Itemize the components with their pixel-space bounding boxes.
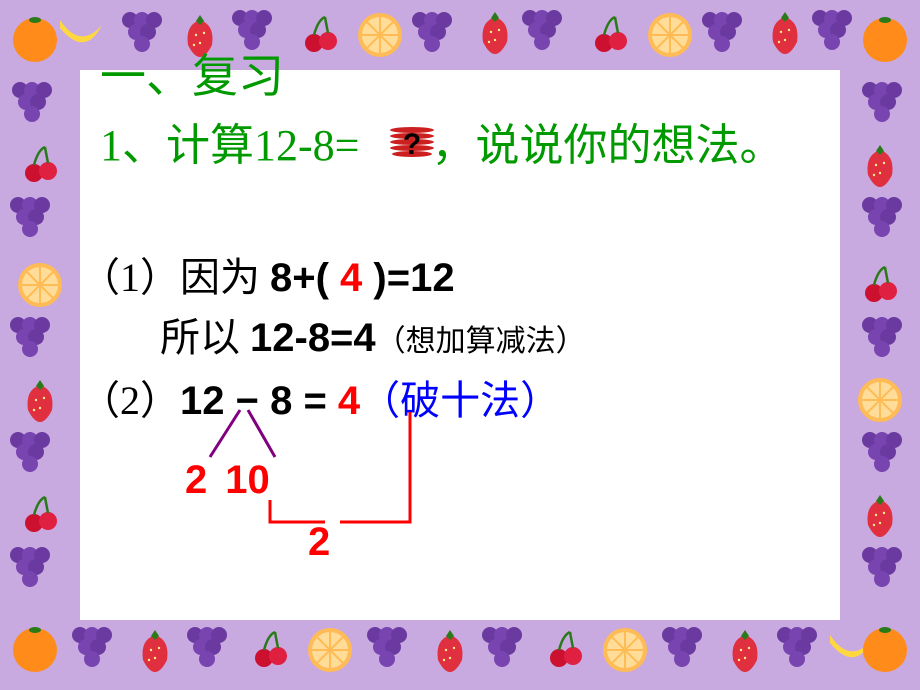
method1-line2: 所以 12-8=4（想加算减法） [160,305,586,363]
method1-answer: 4 [340,256,362,300]
slide-container: 一、复习 1、计算12-8= ，说说你的想法。 ? （1）因为 8+( 4 )=… [0,0,920,690]
method1-because: 因为 [180,255,270,300]
method1-name: （想加算减法） [376,325,586,358]
svg-text:?: ? [403,128,421,161]
bracket-lines [265,380,440,525]
bracket-result: 2 [308,520,330,565]
method1-label: （1） [80,255,180,300]
section-heading: 一、复习 [100,45,284,109]
split-numbers: 2 10 [185,458,270,503]
question-prefix: 1、计算12-8= [100,121,359,170]
method1-expr-right: )=12 [362,256,454,300]
question-mark-icon: ? [388,122,436,164]
question-text: 1、计算12-8= ，说说你的想法。 [100,115,820,177]
question-suffix: ，说说你的想法。 [431,121,783,170]
method2-label: （2） [80,378,180,423]
split-left: 2 [185,458,207,502]
method1-expr-left: 8+( [270,256,340,300]
method1-equation: 12-8=4 [250,316,376,360]
split-right: 10 [225,458,270,502]
content-whitebox: 一、复习 1、计算12-8= ，说说你的想法。 ? （1）因为 8+( 4 )=… [80,70,840,620]
method1-therefore: 所以 [160,315,250,360]
method1-line1: （1）因为 8+( 4 )=12 [80,245,455,303]
